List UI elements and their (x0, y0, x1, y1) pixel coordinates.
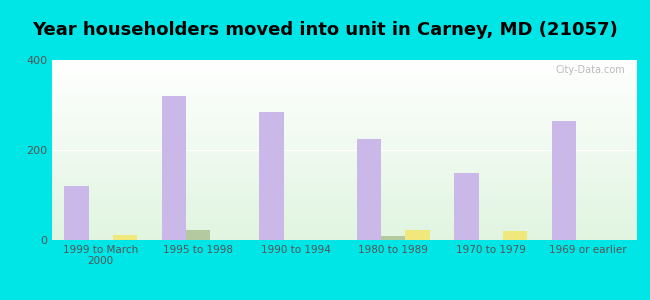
Bar (406, 230, 430, 240)
Bar (186, 230, 211, 240)
Bar (64, 186, 88, 240)
Text: City-Data.com: City-Data.com (556, 65, 625, 75)
Bar (259, 112, 283, 240)
Bar (357, 139, 381, 240)
Bar (381, 236, 406, 240)
Text: Year householders moved into unit in Carney, MD (21057): Year householders moved into unit in Car… (32, 21, 618, 39)
Bar (552, 121, 576, 240)
Bar (113, 235, 137, 240)
Bar (162, 96, 186, 240)
Bar (503, 231, 527, 240)
Bar (454, 173, 478, 240)
